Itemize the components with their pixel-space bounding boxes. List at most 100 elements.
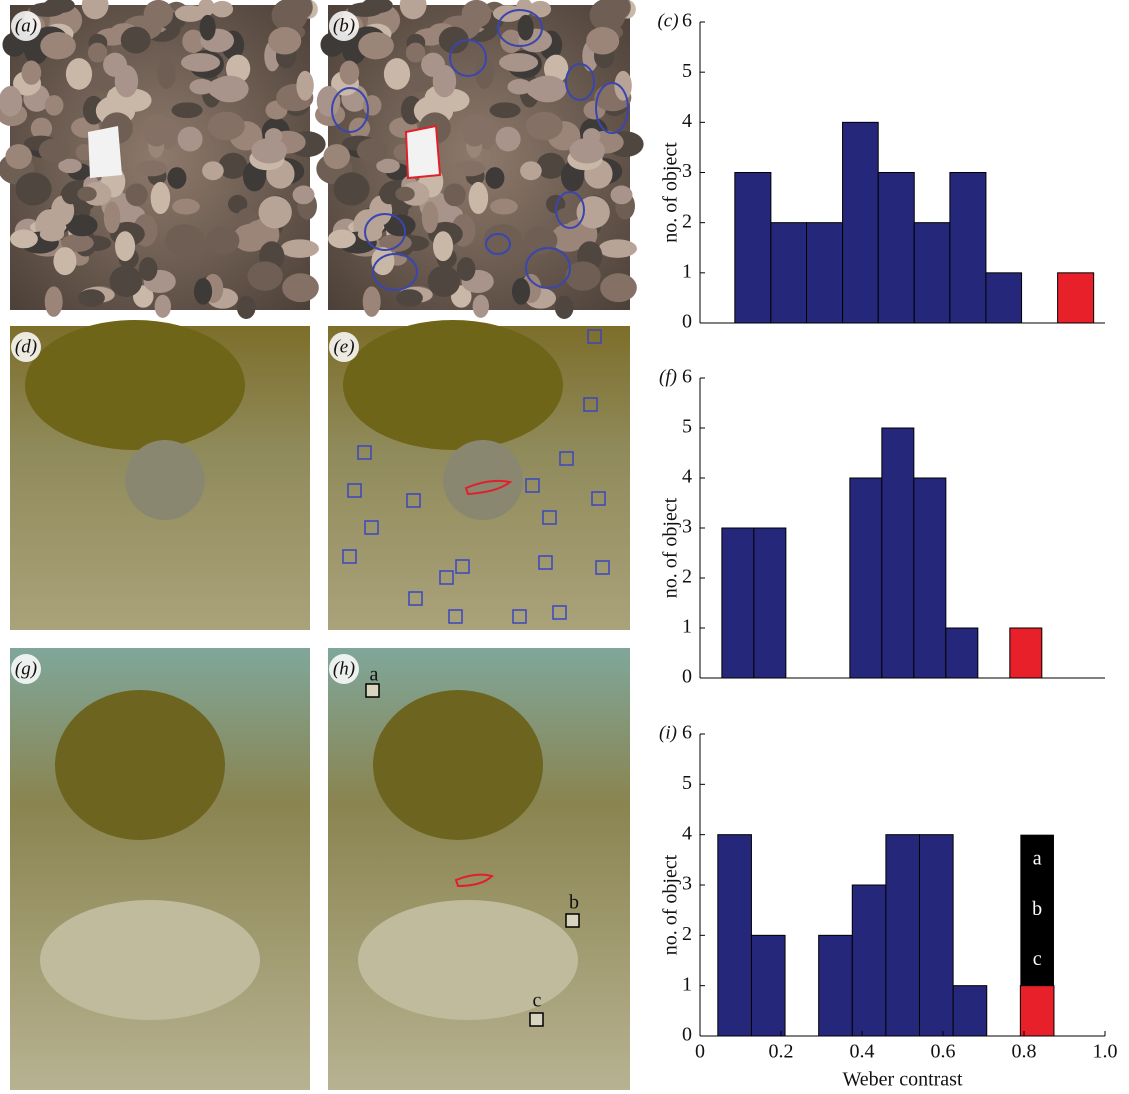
pebble: [61, 233, 94, 252]
bar: [818, 934, 853, 1037]
x-tick-label: 0.8: [1012, 1041, 1037, 1063]
pebble: [174, 5, 206, 22]
pebble: [296, 70, 314, 101]
pebble: [347, 2, 383, 17]
bar: [885, 834, 921, 1037]
bar: [842, 121, 879, 324]
y-tick-label: 6: [682, 10, 692, 32]
x-tick-label: 0.4: [850, 1041, 875, 1063]
bar: [919, 834, 954, 1037]
pebble: [604, 0, 631, 20]
marker-label: b: [569, 892, 579, 914]
pebble: [247, 261, 283, 291]
pebble: [475, 57, 494, 89]
pebble: [333, 172, 370, 206]
y-tick-label: 1: [682, 260, 692, 282]
y-axis-label: no. of object: [660, 854, 682, 955]
pebble: [421, 201, 439, 234]
pebble: [21, 60, 42, 85]
pebble: [614, 70, 632, 101]
segment-label: c: [1033, 948, 1042, 970]
y-tick-label: 6: [682, 722, 692, 744]
photo-e: [328, 320, 630, 630]
pebble: [53, 247, 77, 276]
pebble: [399, 0, 427, 20]
pebble: [10, 229, 38, 249]
pebble: [268, 27, 302, 55]
panel-label: (c): [657, 10, 678, 31]
pebble: [150, 181, 171, 215]
pebble: [207, 111, 245, 141]
pebble: [371, 247, 395, 276]
pebble: [15, 172, 52, 206]
pebble: [40, 32, 76, 60]
pebble: [610, 185, 633, 205]
pebble: [109, 265, 143, 297]
pebble: [600, 273, 637, 303]
pebble: [103, 52, 128, 77]
pebble: [199, 14, 216, 41]
y-tick-label: 3: [682, 516, 692, 538]
pebble: [172, 198, 200, 215]
bar: [753, 527, 787, 679]
y-tick-label: 3: [682, 873, 692, 895]
pebble: [61, 184, 81, 205]
pebble: [362, 286, 381, 317]
label-badge: [329, 654, 359, 684]
pebble: [39, 227, 65, 242]
photo-b: [315, 0, 644, 320]
pebble: [280, 239, 319, 258]
pebble: [495, 126, 521, 152]
pebble: [405, 42, 426, 63]
pebble: [472, 294, 490, 318]
pebble: [251, 138, 288, 164]
pebble: [421, 52, 446, 77]
pebble: [236, 295, 256, 320]
y-tick-label: 0: [682, 311, 692, 333]
label-badge: [329, 332, 359, 362]
pebble: [0, 86, 23, 117]
pebble: [384, 214, 416, 237]
bar: [881, 427, 915, 679]
pebble: [182, 29, 205, 54]
panel-label: (f): [659, 366, 677, 387]
bar: [1009, 627, 1043, 679]
pebble: [546, 194, 566, 214]
pebble: [520, 161, 542, 181]
pebble: [103, 201, 121, 234]
bar: [851, 884, 887, 1037]
y-tick-label: 1: [682, 973, 692, 995]
bar: [849, 477, 883, 679]
pebble: [44, 95, 64, 116]
pebble: [523, 226, 558, 255]
pebble: [529, 0, 552, 18]
pebble: [525, 111, 563, 141]
pebble: [205, 226, 240, 255]
segment-label: a: [1033, 847, 1042, 869]
pebble: [189, 78, 215, 95]
pebble: [154, 294, 172, 318]
pebble: [29, 2, 65, 17]
bar: [952, 985, 988, 1037]
pebble: [157, 57, 176, 89]
pebble: [456, 257, 476, 282]
marker-label: a: [370, 664, 379, 686]
label-badge: [11, 332, 41, 362]
pebble: [461, 0, 492, 29]
pebble: [258, 196, 292, 229]
pebble: [81, 0, 109, 20]
bar: [913, 222, 951, 324]
pebble: [536, 152, 566, 179]
pebble: [485, 167, 505, 189]
pebble: [180, 53, 221, 72]
pebble: [357, 227, 383, 242]
photo-g: [10, 648, 310, 1090]
pebble: [142, 113, 171, 147]
y-tick-label: 2: [682, 923, 692, 945]
pebble: [125, 183, 148, 207]
pebble: [460, 113, 489, 147]
y-axis-label: no. of object: [660, 497, 682, 598]
y-tick-label: 5: [682, 60, 692, 82]
pebble: [569, 138, 606, 164]
pebble: [356, 138, 389, 163]
